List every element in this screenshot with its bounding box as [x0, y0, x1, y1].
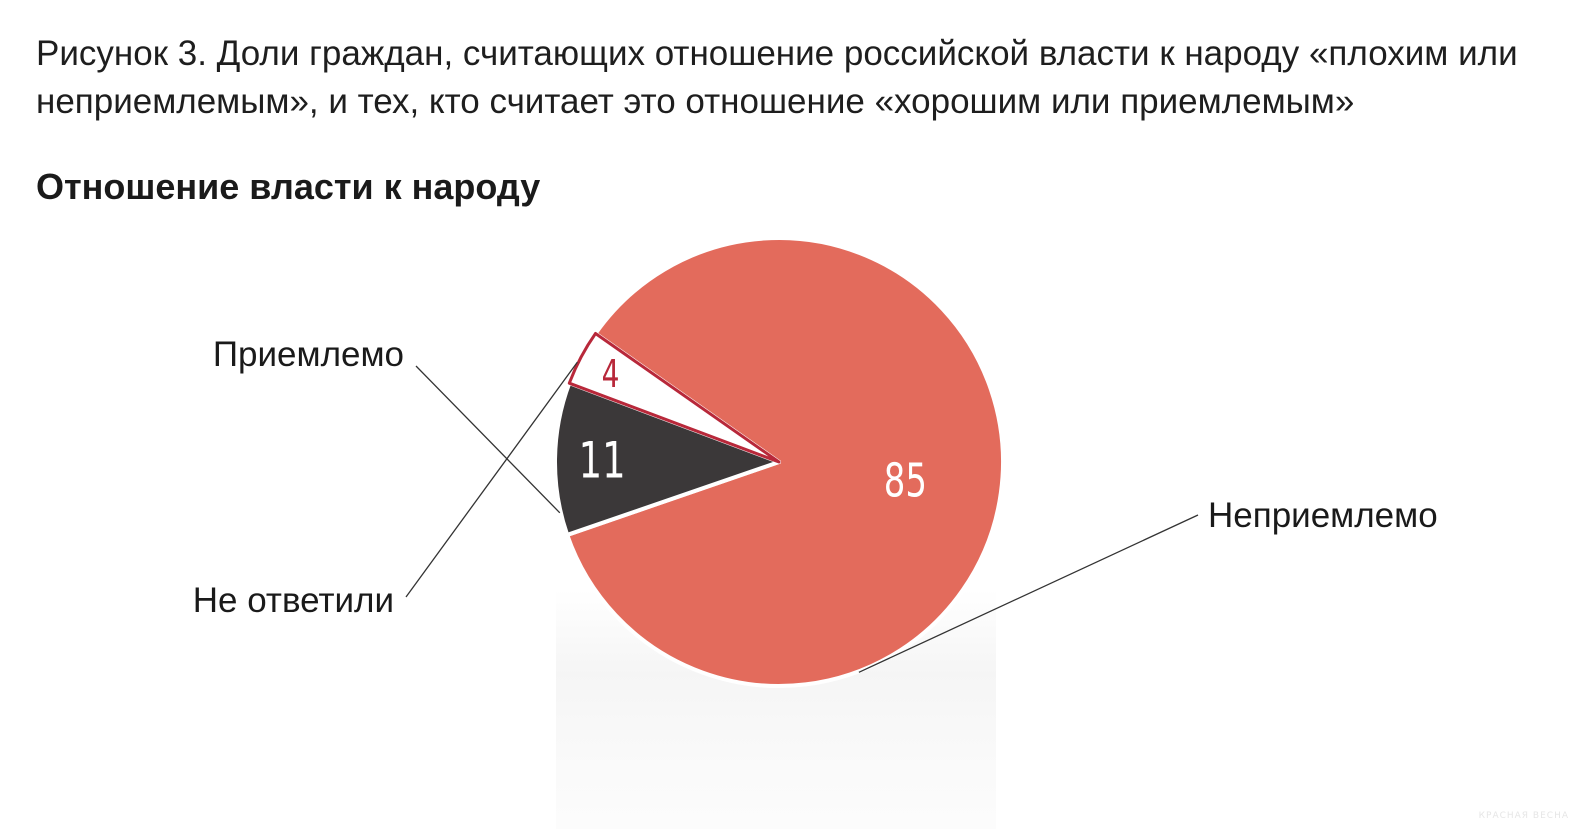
pie-slice-не-ответили — [567, 332, 781, 464]
leader-line-не-ответили — [405, 361, 578, 598]
pie-slice-неприемлемо — [565, 236, 1005, 688]
slice-labels: 85 Неприемлемо 11 Приемлемо 4 Не ответили — [193, 335, 1438, 620]
figure-caption: Рисунок 3. Доли граждан, считающих отнош… — [36, 34, 1518, 121]
slice-value-не-ответили: 4 — [602, 353, 620, 397]
leader-lines — [405, 361, 1199, 673]
slice-label-неприемлемо: Неприемлемо — [1208, 496, 1438, 535]
slice-label-приемлемо: Приемлемо — [213, 335, 404, 374]
watermark: КРАСНАЯ ВЕСНА — [1478, 811, 1569, 821]
slice-label-не-ответили: Не ответили — [193, 581, 394, 620]
chart-title: Отношение власти к народу — [36, 166, 541, 207]
slice-value-неприемлемо: 85 — [884, 454, 927, 508]
leader-line-приемлемо — [415, 365, 561, 514]
slice-value-приемлемо: 11 — [579, 432, 626, 490]
pie-slice-приемлемо — [553, 381, 781, 537]
leader-line-неприемлемо — [858, 514, 1199, 673]
pie-slices — [553, 236, 1005, 688]
